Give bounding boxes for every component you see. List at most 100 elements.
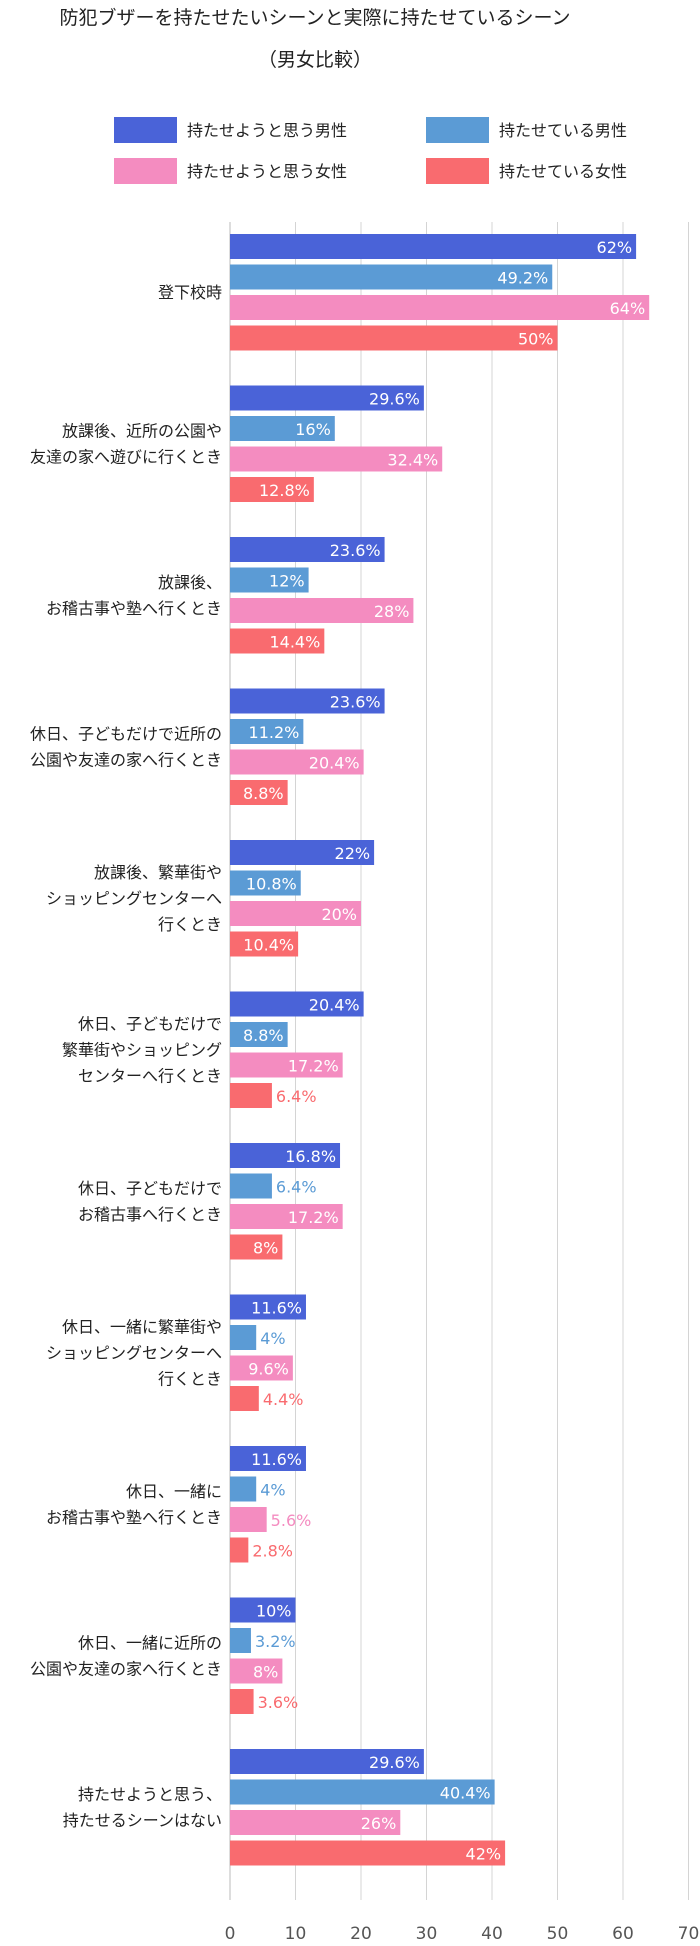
bar	[230, 1294, 306, 1320]
data-label: 8.8%	[243, 784, 284, 803]
data-label: 12%	[269, 572, 305, 591]
legend-label: 持たせている男性	[499, 121, 627, 140]
bar	[230, 1749, 424, 1774]
x-axis-ticks: 0 10 20 30 40 50 60 70	[225, 1924, 700, 1944]
category-label: センターへ行くとき	[78, 1067, 222, 1086]
category-label: 休日、子どもだけで	[78, 1179, 222, 1198]
data-label: 40.4%	[440, 1784, 491, 1803]
bar	[230, 1507, 267, 1532]
legend-label: 持たせようと思う女性	[187, 162, 347, 181]
bar	[230, 1446, 306, 1471]
category-label: 休日、一緒に近所の	[78, 1634, 222, 1653]
data-label: 22%	[335, 844, 371, 863]
bar	[230, 1386, 259, 1411]
data-label: 11.6%	[251, 1450, 302, 1469]
category-label: お稽古事や塾へ行くとき	[46, 599, 222, 618]
category-label: 友達の家へ遊びに行くとき	[30, 448, 222, 467]
bar	[230, 1840, 506, 1866]
data-label: 50%	[518, 330, 554, 349]
bar	[230, 1628, 251, 1653]
chart-title: 防犯ブザーを持たせたいシーンと実際に持たせているシーン	[59, 6, 570, 29]
data-label: 6.4%	[276, 1087, 317, 1106]
bar	[230, 477, 314, 502]
bar	[230, 264, 553, 290]
bar	[230, 416, 335, 441]
data-label: 3.6%	[258, 1693, 299, 1712]
legend-label: 持たせている女性	[499, 162, 627, 181]
data-label: 62%	[597, 238, 633, 257]
category-label: 公園や友達の家へ行くとき	[30, 751, 222, 770]
category-label: お稽古事や塾へ行くとき	[46, 1508, 222, 1527]
bar	[230, 1779, 495, 1805]
bar	[230, 780, 288, 805]
data-label: 20.4%	[309, 996, 360, 1015]
bar	[230, 1325, 257, 1350]
data-label: 17.2%	[288, 1057, 339, 1076]
bar	[230, 931, 299, 957]
bar	[230, 598, 414, 623]
category-label: 持たせようと思う、	[78, 1785, 222, 1804]
legend-label: 持たせようと思う男性	[187, 121, 347, 140]
category-label: 放課後、	[158, 573, 222, 592]
legend-swatch	[426, 158, 489, 184]
bar	[230, 1143, 341, 1168]
bar	[230, 537, 385, 562]
data-label: 2.8%	[252, 1542, 293, 1561]
category-labels: 登下校時放課後、近所の公園や友達の家へ遊びに行くとき放課後、お稽古事や塾へ行くと…	[30, 283, 222, 1830]
bar	[230, 1355, 293, 1381]
category-label: 休日、一緒に	[126, 1482, 222, 1501]
bar	[230, 1204, 343, 1229]
bar	[230, 1083, 272, 1108]
data-label: 4%	[260, 1481, 285, 1500]
data-label: 3.2%	[255, 1632, 296, 1651]
bar	[230, 749, 364, 775]
data-label: 4.4%	[263, 1390, 304, 1409]
bar	[230, 840, 375, 865]
bar	[230, 1689, 254, 1714]
data-label: 8.8%	[243, 1026, 284, 1045]
x-tick-label: 0	[225, 1924, 236, 1944]
bar	[230, 991, 364, 1017]
data-label: 5.6%	[271, 1511, 312, 1530]
data-label: 6.4%	[276, 1178, 317, 1197]
bar	[230, 385, 424, 411]
bars: 62% 49.2% 64% 50% 29.6% 16% 32.4% 12.8% 23.6% 12%…	[230, 234, 650, 1866]
bar	[230, 688, 385, 714]
data-label: 42%	[466, 1845, 502, 1864]
data-label: 23.6%	[330, 693, 381, 712]
x-tick-label: 40	[481, 1924, 503, 1944]
data-label: 14.4%	[269, 633, 320, 652]
data-label: 11.2%	[249, 723, 300, 742]
x-tick-label: 60	[612, 1924, 634, 1944]
chart-subtitle: （男女比較）	[258, 49, 372, 71]
bar	[230, 1052, 343, 1078]
bar	[230, 1658, 283, 1684]
data-label: 32.4%	[387, 451, 438, 470]
data-label: 26%	[361, 1814, 397, 1833]
category-label: 休日、子どもだけで	[78, 1015, 222, 1034]
bar	[230, 1022, 288, 1047]
x-tick-label: 20	[350, 1924, 372, 1944]
category-label: 放課後、近所の公園や	[62, 422, 222, 441]
bar	[230, 901, 361, 926]
category-label: ショッピングセンターへ	[46, 1344, 222, 1363]
category-label: 公園や友達の家へ行くとき	[30, 1660, 222, 1679]
category-label: 休日、子どもだけで近所の	[30, 725, 222, 744]
data-label: 49.2%	[497, 269, 548, 288]
data-label: 10%	[256, 1602, 292, 1621]
data-label: 16.8%	[285, 1147, 336, 1166]
data-label: 8%	[253, 1239, 278, 1258]
bar	[230, 628, 325, 654]
bar	[230, 446, 443, 472]
data-label: 17.2%	[288, 1208, 339, 1227]
bar	[230, 1476, 257, 1502]
category-label: 登下校時	[158, 283, 222, 302]
data-label: 9.6%	[248, 1360, 289, 1379]
legend-swatch	[114, 158, 177, 184]
data-label: 64%	[610, 299, 646, 318]
category-label: 行くとき	[158, 1370, 222, 1389]
bar	[230, 870, 301, 896]
bar	[230, 1173, 272, 1199]
bar	[230, 1810, 401, 1835]
